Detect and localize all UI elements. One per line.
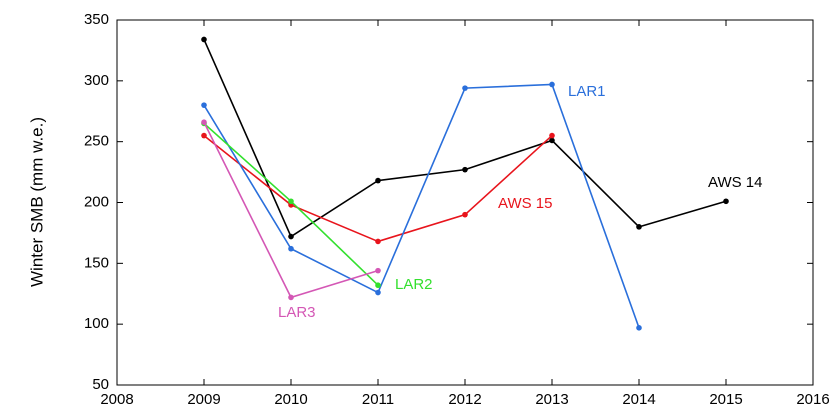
y-tick-label: 150 [84,254,109,271]
data-point [201,36,207,43]
series-line [203,83,640,329]
data-point [636,325,642,331]
data-point [201,102,207,108]
data-point [375,282,381,289]
y-tick-label: 50 [92,376,109,393]
x-tick-label: 2015 [709,391,742,408]
series-label: LAR2 [395,276,433,293]
series-line [203,39,727,238]
data-point [462,166,468,173]
data-point [201,119,207,125]
x-tick-label: 2009 [187,391,220,408]
data-point [288,233,294,240]
x-tick-label: 2014 [622,391,655,408]
data-point [375,177,381,184]
data-point [288,294,294,301]
x-tick-label: 2010 [274,391,307,408]
data-point [462,85,468,91]
data-point [201,132,207,139]
y-tick-label: 100 [84,315,109,332]
x-tick-label: 2016 [796,391,829,408]
y-tick-label: 250 [84,133,109,150]
data-point [375,289,381,296]
x-tick-label: 2012 [448,391,481,408]
data-point [375,238,381,245]
plot-frame [116,19,814,386]
data-point [549,132,555,139]
series-label: AWS 15 [498,195,552,212]
y-tick-label: 350 [84,11,109,28]
series-label: AWS 14 [708,174,762,191]
series-label: LAR1 [568,83,606,100]
series-label: LAR3 [278,304,316,321]
data-point [636,224,642,230]
data-point [549,137,555,144]
x-tick-label: 2013 [535,391,568,408]
y-tick-label: 300 [84,72,109,89]
data-point [723,198,729,205]
data-point [375,267,381,274]
data-point [549,81,555,88]
y-tick-label: 200 [84,193,109,210]
x-tick-label: 2011 [362,391,394,408]
data-point [462,211,468,218]
data-point [288,198,294,205]
x-tick-label: 2008 [100,391,133,408]
data-point [288,245,294,252]
y-axis-label: Winter SMB (mm w.e.) [27,117,46,287]
